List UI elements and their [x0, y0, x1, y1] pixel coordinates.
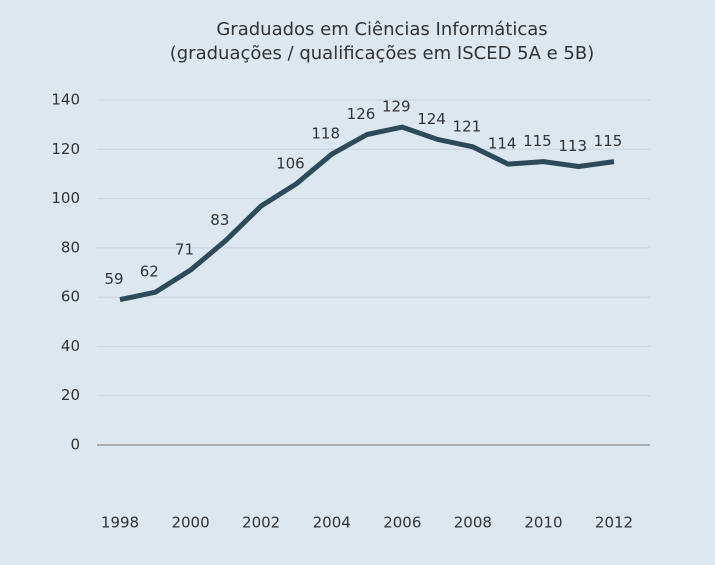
data-label: 124 — [417, 110, 446, 128]
data-label: 114 — [488, 135, 517, 153]
x-tick-label: 2002 — [242, 514, 280, 532]
data-label: 115 — [594, 132, 623, 150]
data-label: 115 — [523, 132, 552, 150]
data-label: 83 — [210, 211, 229, 229]
x-tick-label: 2000 — [171, 514, 209, 532]
y-tick-label: 100 — [51, 189, 80, 207]
data-label: 129 — [382, 98, 411, 116]
x-tick-label: 2006 — [383, 514, 421, 532]
data-label: 71 — [175, 241, 194, 259]
y-tick-label: 140 — [51, 91, 80, 109]
data-label: 113 — [558, 137, 587, 155]
x-tick-label: 2012 — [595, 514, 633, 532]
data-label: 126 — [347, 105, 376, 123]
y-tick-label: 40 — [61, 337, 80, 355]
x-tick-label: 1998 — [101, 514, 139, 532]
x-tick-label: 2008 — [454, 514, 492, 532]
y-tick-label: 0 — [70, 436, 80, 454]
x-tick-label: 2004 — [313, 514, 351, 532]
y-tick-label: 120 — [51, 140, 80, 158]
chart-title: Graduados em Ciências Informáticas — [216, 19, 547, 40]
data-label: 62 — [140, 263, 159, 281]
data-label: 106 — [276, 154, 305, 172]
chart-subtitle: (graduações / qualificações em ISCED 5A … — [170, 43, 595, 64]
y-tick-label: 20 — [61, 386, 80, 404]
y-tick-label: 60 — [61, 288, 80, 306]
data-label: 59 — [104, 270, 123, 288]
data-line — [119, 124, 615, 303]
data-label: 118 — [311, 125, 340, 143]
y-tick-label: 80 — [61, 238, 80, 256]
x-tick-label: 2010 — [524, 514, 562, 532]
data-label: 121 — [453, 117, 482, 135]
